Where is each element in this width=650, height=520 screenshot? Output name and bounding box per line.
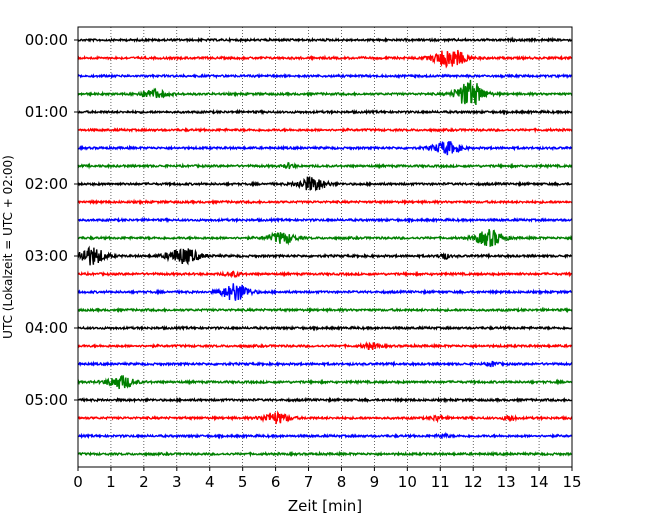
trace-row-0115 — [77, 126, 573, 134]
x-tick-label: 0 — [73, 473, 83, 491]
x-tick-label: 9 — [370, 473, 380, 491]
trace-row-0400 — [77, 324, 573, 332]
trace-row-0130 — [77, 140, 573, 156]
x-tick-label: 13 — [497, 473, 516, 491]
trace-row-0215 — [77, 198, 573, 206]
x-tick-label: 6 — [271, 473, 281, 491]
trace-row-0245 — [77, 229, 573, 248]
x-tick-label: 1 — [106, 473, 116, 491]
x-axis-ticks: 0 1 2 3 4 5 6 7 8 9 10 11 12 13 14 15 — [73, 467, 582, 491]
trace-row-0045 — [77, 79, 573, 106]
y-tick-label: 00:00 — [25, 31, 68, 49]
trace-row-0330 — [77, 283, 573, 301]
seismogram-traces — [77, 36, 573, 458]
x-tick-label: 11 — [431, 473, 450, 491]
y-tick-label: 04:00 — [25, 319, 68, 337]
y-tick-label: 05:00 — [25, 391, 68, 409]
y-tick-label: 03:00 — [25, 247, 68, 265]
plot-frame — [77, 26, 573, 468]
trace-row-0445 — [77, 375, 573, 390]
x-tick-label: 12 — [464, 473, 483, 491]
trace-row-0430 — [78, 360, 573, 368]
trace-row-0315 — [77, 270, 572, 279]
x-tick-label: 8 — [337, 473, 347, 491]
vertical-gridlines — [110, 27, 540, 467]
y-tick-label: 01:00 — [25, 103, 68, 121]
trace-row-0415 — [77, 341, 573, 350]
trace-row-0500 — [77, 396, 573, 404]
trace-row-0100 — [77, 108, 573, 116]
trace-row-0300 — [77, 245, 573, 266]
x-tick-label: 2 — [139, 473, 149, 491]
trace-row-0000 — [77, 36, 573, 44]
x-tick-label: 10 — [398, 473, 417, 491]
y-axis-ticks: 00:00 01:00 02:00 03:00 04:00 05:00 — [25, 31, 78, 409]
trace-row-0545 — [77, 450, 573, 458]
trace-row-0015 — [77, 49, 573, 69]
y-axis-label: UTC (Lokalzeit = UTC + 02:00) — [1, 155, 15, 339]
x-tick-label: 14 — [530, 473, 549, 491]
x-axis-label: Zeit [min] — [288, 497, 362, 515]
x-tick-label: 4 — [205, 473, 215, 491]
x-tick-label: 7 — [304, 473, 314, 491]
x-tick-label: 5 — [238, 473, 248, 491]
x-tick-label: 15 — [562, 473, 581, 491]
trace-row-0530 — [77, 431, 573, 440]
trace-row-0030 — [77, 72, 573, 80]
y-tick-label: 02:00 — [25, 175, 68, 193]
trace-row-0200 — [77, 176, 573, 192]
x-tick-label: 3 — [172, 473, 182, 491]
trace-row-0230 — [77, 216, 573, 224]
trace-row-0515 — [77, 410, 573, 425]
trace-row-0345 — [77, 306, 573, 314]
trace-row-0145 — [77, 161, 573, 170]
